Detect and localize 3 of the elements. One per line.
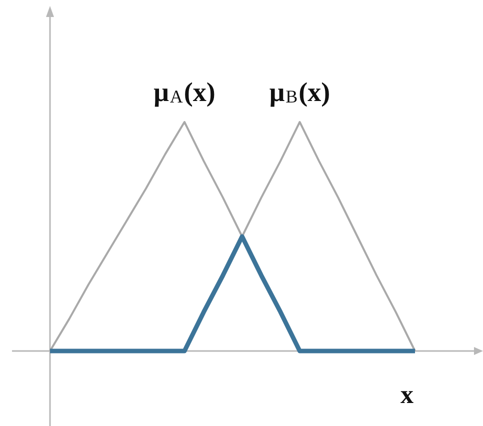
series-label: μA(x) <box>154 77 216 107</box>
x-axis-title: x <box>400 380 414 409</box>
series-label: μB(x) <box>269 77 330 107</box>
